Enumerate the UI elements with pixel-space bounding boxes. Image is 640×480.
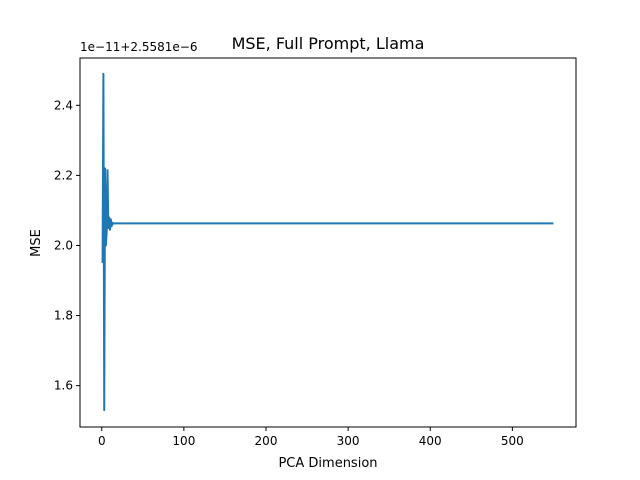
y-tick-label: 1.8 <box>54 309 73 323</box>
y-tick-label: 2.4 <box>54 98 73 112</box>
series-line-0 <box>101 72 554 412</box>
y-axis-ticks: 1.6 1.8 2.0 2.2 2.4 <box>54 98 80 393</box>
x-tick-label: 500 <box>501 434 524 448</box>
data-layer <box>101 72 554 412</box>
y-tick-label: 1.6 <box>54 379 73 393</box>
x-tick-label: 300 <box>337 434 360 448</box>
chart-title: MSE, Full Prompt, Llama <box>232 34 425 53</box>
y-tick-label: 2.2 <box>54 168 73 182</box>
y-axis-label: MSE <box>29 229 44 257</box>
plot-area <box>80 58 576 427</box>
x-axis-label: PCA Dimension <box>278 456 377 471</box>
axes-frame <box>79 57 577 428</box>
x-axis-ticks: 0 100 200 300 400 500 <box>98 427 524 448</box>
x-tick-label: 0 <box>98 434 106 448</box>
x-tick-label: 400 <box>419 434 442 448</box>
x-tick-label: 100 <box>172 434 195 448</box>
x-tick-label: 200 <box>255 434 278 448</box>
y-tick-label: 2.0 <box>54 238 73 252</box>
y-axis-offset-text: 1e−11+2.5581e−6 <box>80 40 197 54</box>
